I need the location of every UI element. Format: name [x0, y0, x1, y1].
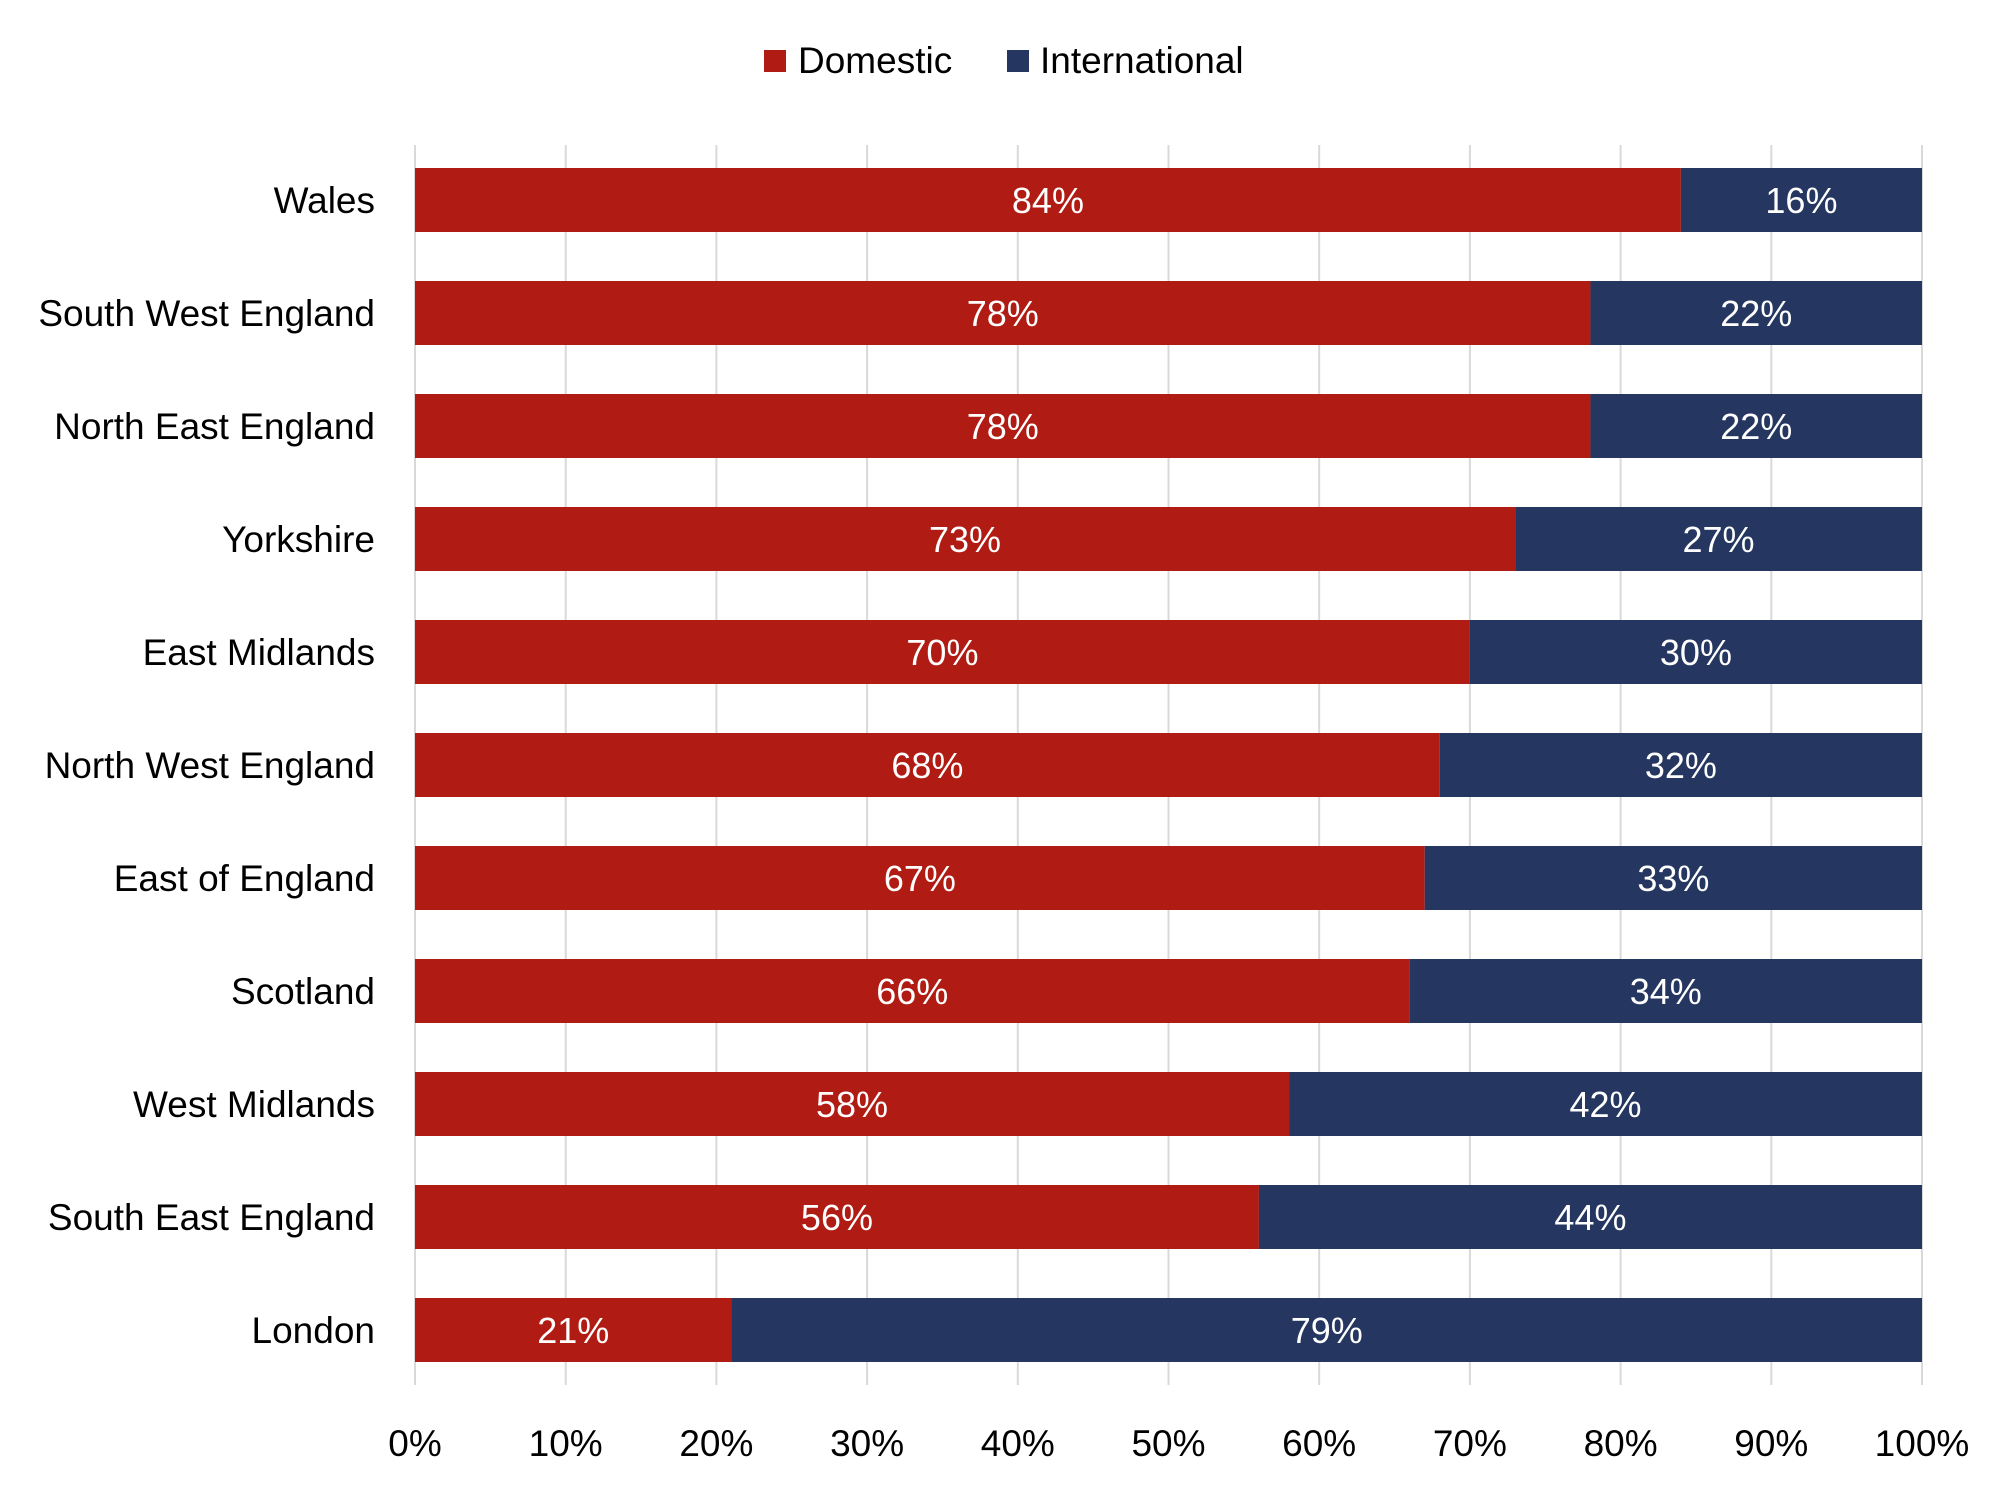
- data-label: 33%: [1637, 858, 1709, 899]
- bar-segment-domestic: [415, 1185, 1259, 1249]
- data-label: 84%: [1012, 180, 1084, 221]
- data-label: 16%: [1765, 180, 1837, 221]
- legend-label-domestic: Domestic: [798, 40, 952, 81]
- x-tick-label: 50%: [1131, 1423, 1205, 1464]
- y-category-label: North West England: [45, 745, 375, 786]
- bar-segment-domestic: [415, 394, 1591, 458]
- data-label: 22%: [1720, 406, 1792, 447]
- y-category-label: North East England: [54, 406, 375, 447]
- data-label: 78%: [967, 293, 1039, 334]
- x-tick-label: 0%: [388, 1423, 441, 1464]
- x-tick-label: 10%: [529, 1423, 603, 1464]
- data-label: 27%: [1683, 519, 1755, 560]
- x-tick-label: 40%: [981, 1423, 1055, 1464]
- bar-segment-domestic: [415, 1072, 1290, 1136]
- x-tick-label: 100%: [1875, 1423, 1970, 1464]
- legend: Domestic International: [764, 40, 1244, 81]
- bar-segment-domestic: [415, 168, 1681, 232]
- y-category-label: Yorkshire: [222, 519, 375, 560]
- bar-segment-domestic: [415, 507, 1516, 571]
- x-tick-label: 20%: [679, 1423, 753, 1464]
- bar-segment-domestic: [415, 1298, 732, 1362]
- y-axis: Wales South West England North East Englan…: [38, 180, 375, 1351]
- y-category-label: London: [252, 1310, 375, 1351]
- data-label: 42%: [1569, 1084, 1641, 1125]
- data-labels: 84% 16% 78% 22% 78% 22% 73% 27% 70% 30% 68% 32% 67% 3…: [537, 180, 1837, 1351]
- y-category-label: East Midlands: [143, 632, 375, 673]
- data-label: 44%: [1554, 1197, 1626, 1238]
- y-category-label: Scotland: [231, 971, 375, 1012]
- data-label: 34%: [1630, 971, 1702, 1012]
- legend-swatch-domestic: [764, 50, 786, 72]
- bar-segment-international: [1590, 394, 1922, 458]
- x-tick-label: 30%: [830, 1423, 904, 1464]
- x-tick-label: 90%: [1734, 1423, 1808, 1464]
- x-tick-label: 60%: [1282, 1423, 1356, 1464]
- data-label: 56%: [801, 1197, 873, 1238]
- data-label: 73%: [929, 519, 1001, 560]
- bar-segment-domestic: [415, 620, 1470, 684]
- x-tick-label: 80%: [1584, 1423, 1658, 1464]
- bar-segment-international: [1439, 733, 1922, 797]
- data-label: 30%: [1660, 632, 1732, 673]
- legend-label-international: International: [1040, 40, 1244, 81]
- bar-segment-international: [1258, 1185, 1922, 1249]
- y-category-label: South West England: [38, 293, 375, 334]
- data-label: 66%: [876, 971, 948, 1012]
- bar-segment-domestic: [415, 959, 1410, 1023]
- data-label: 78%: [967, 406, 1039, 447]
- data-label: 22%: [1720, 293, 1792, 334]
- bar-segment-international: [1590, 281, 1922, 345]
- x-tick-label: 70%: [1433, 1423, 1507, 1464]
- data-label: 67%: [884, 858, 956, 899]
- data-label: 32%: [1645, 745, 1717, 786]
- data-label: 68%: [891, 745, 963, 786]
- bar-segment-international: [731, 1298, 1922, 1362]
- bar-segment-international: [1424, 846, 1922, 910]
- y-category-label: West Midlands: [133, 1084, 375, 1125]
- bar-segment-international: [1680, 168, 1922, 232]
- bar-segment-international: [1289, 1072, 1922, 1136]
- y-category-label: South East England: [48, 1197, 375, 1238]
- y-category-label: East of England: [114, 858, 375, 899]
- bar-segment-domestic: [415, 281, 1591, 345]
- y-category-label: Wales: [274, 180, 375, 221]
- bar-segment-international: [1469, 620, 1922, 684]
- bar-segment-international: [1515, 507, 1922, 571]
- data-label: 70%: [906, 632, 978, 673]
- data-label: 58%: [816, 1084, 888, 1125]
- bars: [415, 168, 1922, 1362]
- x-axis: 0% 10% 20% 30% 40% 50% 60% 70% 80% 90% 100%: [388, 1423, 1969, 1464]
- bar-segment-domestic: [415, 846, 1425, 910]
- data-label: 79%: [1291, 1310, 1363, 1351]
- legend-swatch-international: [1007, 50, 1029, 72]
- data-label: 21%: [537, 1310, 609, 1351]
- bar-segment-domestic: [415, 733, 1440, 797]
- bar-segment-international: [1409, 959, 1922, 1023]
